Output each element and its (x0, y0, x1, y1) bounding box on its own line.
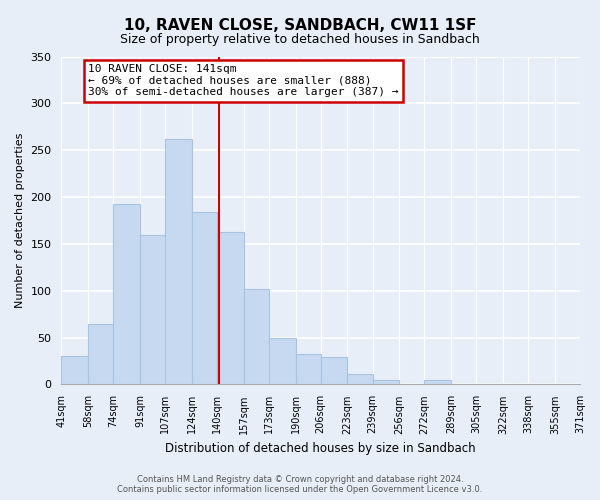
Bar (244, 289, 269, 384)
Bar (296, 354, 321, 384)
Bar (373, 380, 399, 384)
Bar (140, 234, 165, 384)
Y-axis label: Number of detached properties: Number of detached properties (15, 133, 25, 308)
Bar (217, 232, 244, 384)
Bar (269, 338, 296, 384)
X-axis label: Distribution of detached houses by size in Sandbach: Distribution of detached houses by size … (166, 442, 476, 455)
Text: 10 RAVEN CLOSE: 141sqm
← 69% of detached houses are smaller (888)
30% of semi-de: 10 RAVEN CLOSE: 141sqm ← 69% of detached… (88, 64, 398, 97)
Bar (424, 380, 451, 384)
Bar (321, 358, 347, 384)
Bar (192, 212, 217, 384)
Text: 10, RAVEN CLOSE, SANDBACH, CW11 1SF: 10, RAVEN CLOSE, SANDBACH, CW11 1SF (124, 18, 476, 32)
Bar (113, 204, 140, 384)
Text: Contains HM Land Registry data © Crown copyright and database right 2024.
Contai: Contains HM Land Registry data © Crown c… (118, 474, 482, 494)
Bar (347, 374, 373, 384)
Text: Size of property relative to detached houses in Sandbach: Size of property relative to detached ho… (120, 32, 480, 46)
Bar (165, 139, 192, 384)
Bar (61, 356, 88, 384)
Bar (88, 324, 113, 384)
